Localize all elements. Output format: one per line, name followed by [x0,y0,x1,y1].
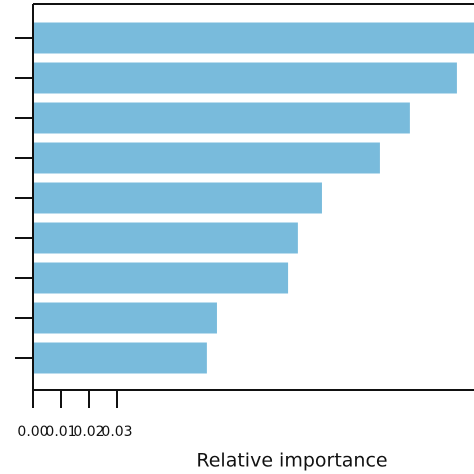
x-axis-title: Relative importance [196,450,387,472]
x-tick-label: 0.00 [17,424,48,440]
bar [33,182,322,214]
bar [33,142,380,174]
x-tick-label: 0.03 [101,424,132,440]
x-tick-label: 0.02 [73,424,104,440]
bar [33,102,410,134]
bar [33,22,474,54]
bar [33,342,207,374]
bar [33,262,289,294]
bar [33,222,298,254]
bar [33,62,457,94]
bar [33,302,217,334]
x-tick-label: 0.01 [45,424,76,440]
